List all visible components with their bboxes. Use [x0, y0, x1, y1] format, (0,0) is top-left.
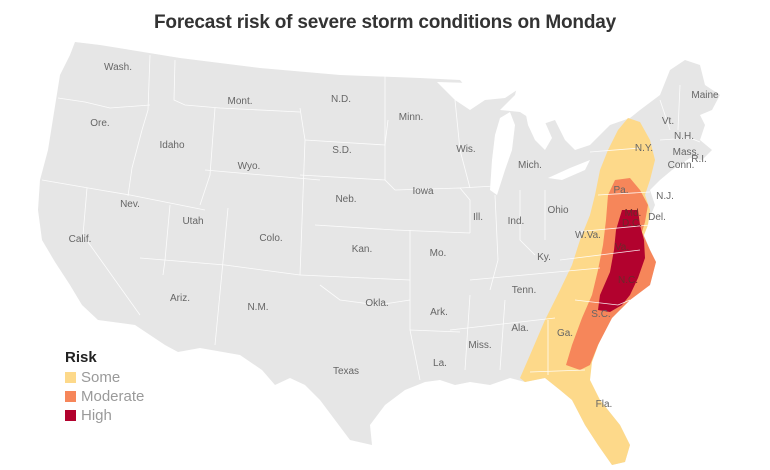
- label-ny: N.Y.: [635, 143, 653, 154]
- legend-item-moderate: Moderate: [65, 387, 144, 406]
- lake-michigan: [490, 112, 515, 195]
- label-wash: Wash.: [104, 62, 132, 73]
- label-nd: N.D.: [331, 94, 351, 105]
- label-ill: Ill.: [473, 212, 483, 223]
- label-la: La.: [433, 358, 447, 369]
- label-sd: S.D.: [332, 145, 351, 156]
- label-mich: Mich.: [518, 160, 542, 171]
- lake-superior: [437, 72, 525, 110]
- label-wva: W.Va.: [575, 230, 601, 241]
- legend-label-moderate: Moderate: [81, 388, 145, 405]
- label-md: Md.: [625, 208, 642, 219]
- label-pa: Pa.: [613, 185, 628, 196]
- label-ariz: Ariz.: [170, 293, 190, 304]
- state-labels: Wash. Ore. Calif. Idaho Nev. Mont. Wyo. …: [69, 62, 719, 410]
- label-calif: Calif.: [69, 234, 92, 245]
- label-nj: N.J.: [656, 191, 674, 202]
- label-ri: R.I.: [691, 154, 707, 165]
- swatch-high: [65, 410, 76, 421]
- label-texas: Texas: [333, 366, 359, 377]
- label-mo: Mo.: [430, 248, 447, 259]
- label-tenn: Tenn.: [512, 285, 536, 296]
- label-neb: Neb.: [335, 194, 356, 205]
- state-borders: [41, 54, 701, 381]
- legend-title: Risk: [65, 349, 97, 366]
- label-nc: N.C.: [618, 275, 638, 286]
- label-ark: Ark.: [430, 307, 448, 318]
- legend-item-high: High: [65, 406, 144, 425]
- risk-area-high: [598, 210, 645, 312]
- label-wis: Wis.: [456, 144, 475, 155]
- lake-erie: [548, 160, 590, 180]
- label-nm: N.M.: [247, 302, 268, 313]
- label-okla: Okla.: [365, 298, 388, 309]
- swatch-some: [65, 372, 76, 383]
- label-kan: Kan.: [352, 244, 373, 255]
- label-mass: Mass.: [673, 147, 700, 158]
- legend-item-some: Some: [65, 368, 144, 387]
- label-fla: Fla.: [596, 399, 613, 410]
- label-sc: S.C.: [591, 309, 610, 320]
- label-miss: Miss.: [468, 340, 491, 351]
- label-conn: Conn.: [668, 160, 695, 171]
- label-ga: Ga.: [557, 328, 573, 339]
- label-utah: Utah: [182, 216, 203, 227]
- label-ore: Ore.: [90, 118, 109, 129]
- label-idaho: Idaho: [159, 140, 184, 151]
- label-mont: Mont.: [227, 96, 252, 107]
- label-ky: Ky.: [537, 252, 551, 263]
- label-del: Del.: [648, 212, 666, 223]
- map-title: Forecast risk of severe storm conditions…: [154, 12, 616, 33]
- lake-huron: [525, 110, 552, 150]
- label-colo: Colo.: [259, 233, 282, 244]
- label-vt: Vt.: [662, 116, 674, 127]
- label-wyo: Wyo.: [238, 161, 261, 172]
- label-ohio: Ohio: [547, 205, 569, 216]
- risk-legend: Risk Some Moderate High: [65, 349, 144, 425]
- label-ala: Ala.: [511, 323, 528, 334]
- label-iowa: Iowa: [412, 186, 434, 197]
- label-maine: Maine: [691, 90, 719, 101]
- label-ind: Ind.: [508, 216, 525, 227]
- swatch-moderate: [65, 391, 76, 402]
- legend-label-some: Some: [81, 369, 121, 386]
- label-nev: Nev.: [120, 199, 140, 210]
- label-dc: D.C.: [622, 218, 642, 229]
- label-va: Va.: [615, 242, 629, 253]
- label-minn: Minn.: [399, 112, 423, 123]
- legend-label-high: High: [81, 407, 112, 424]
- label-nh: N.H.: [674, 131, 694, 142]
